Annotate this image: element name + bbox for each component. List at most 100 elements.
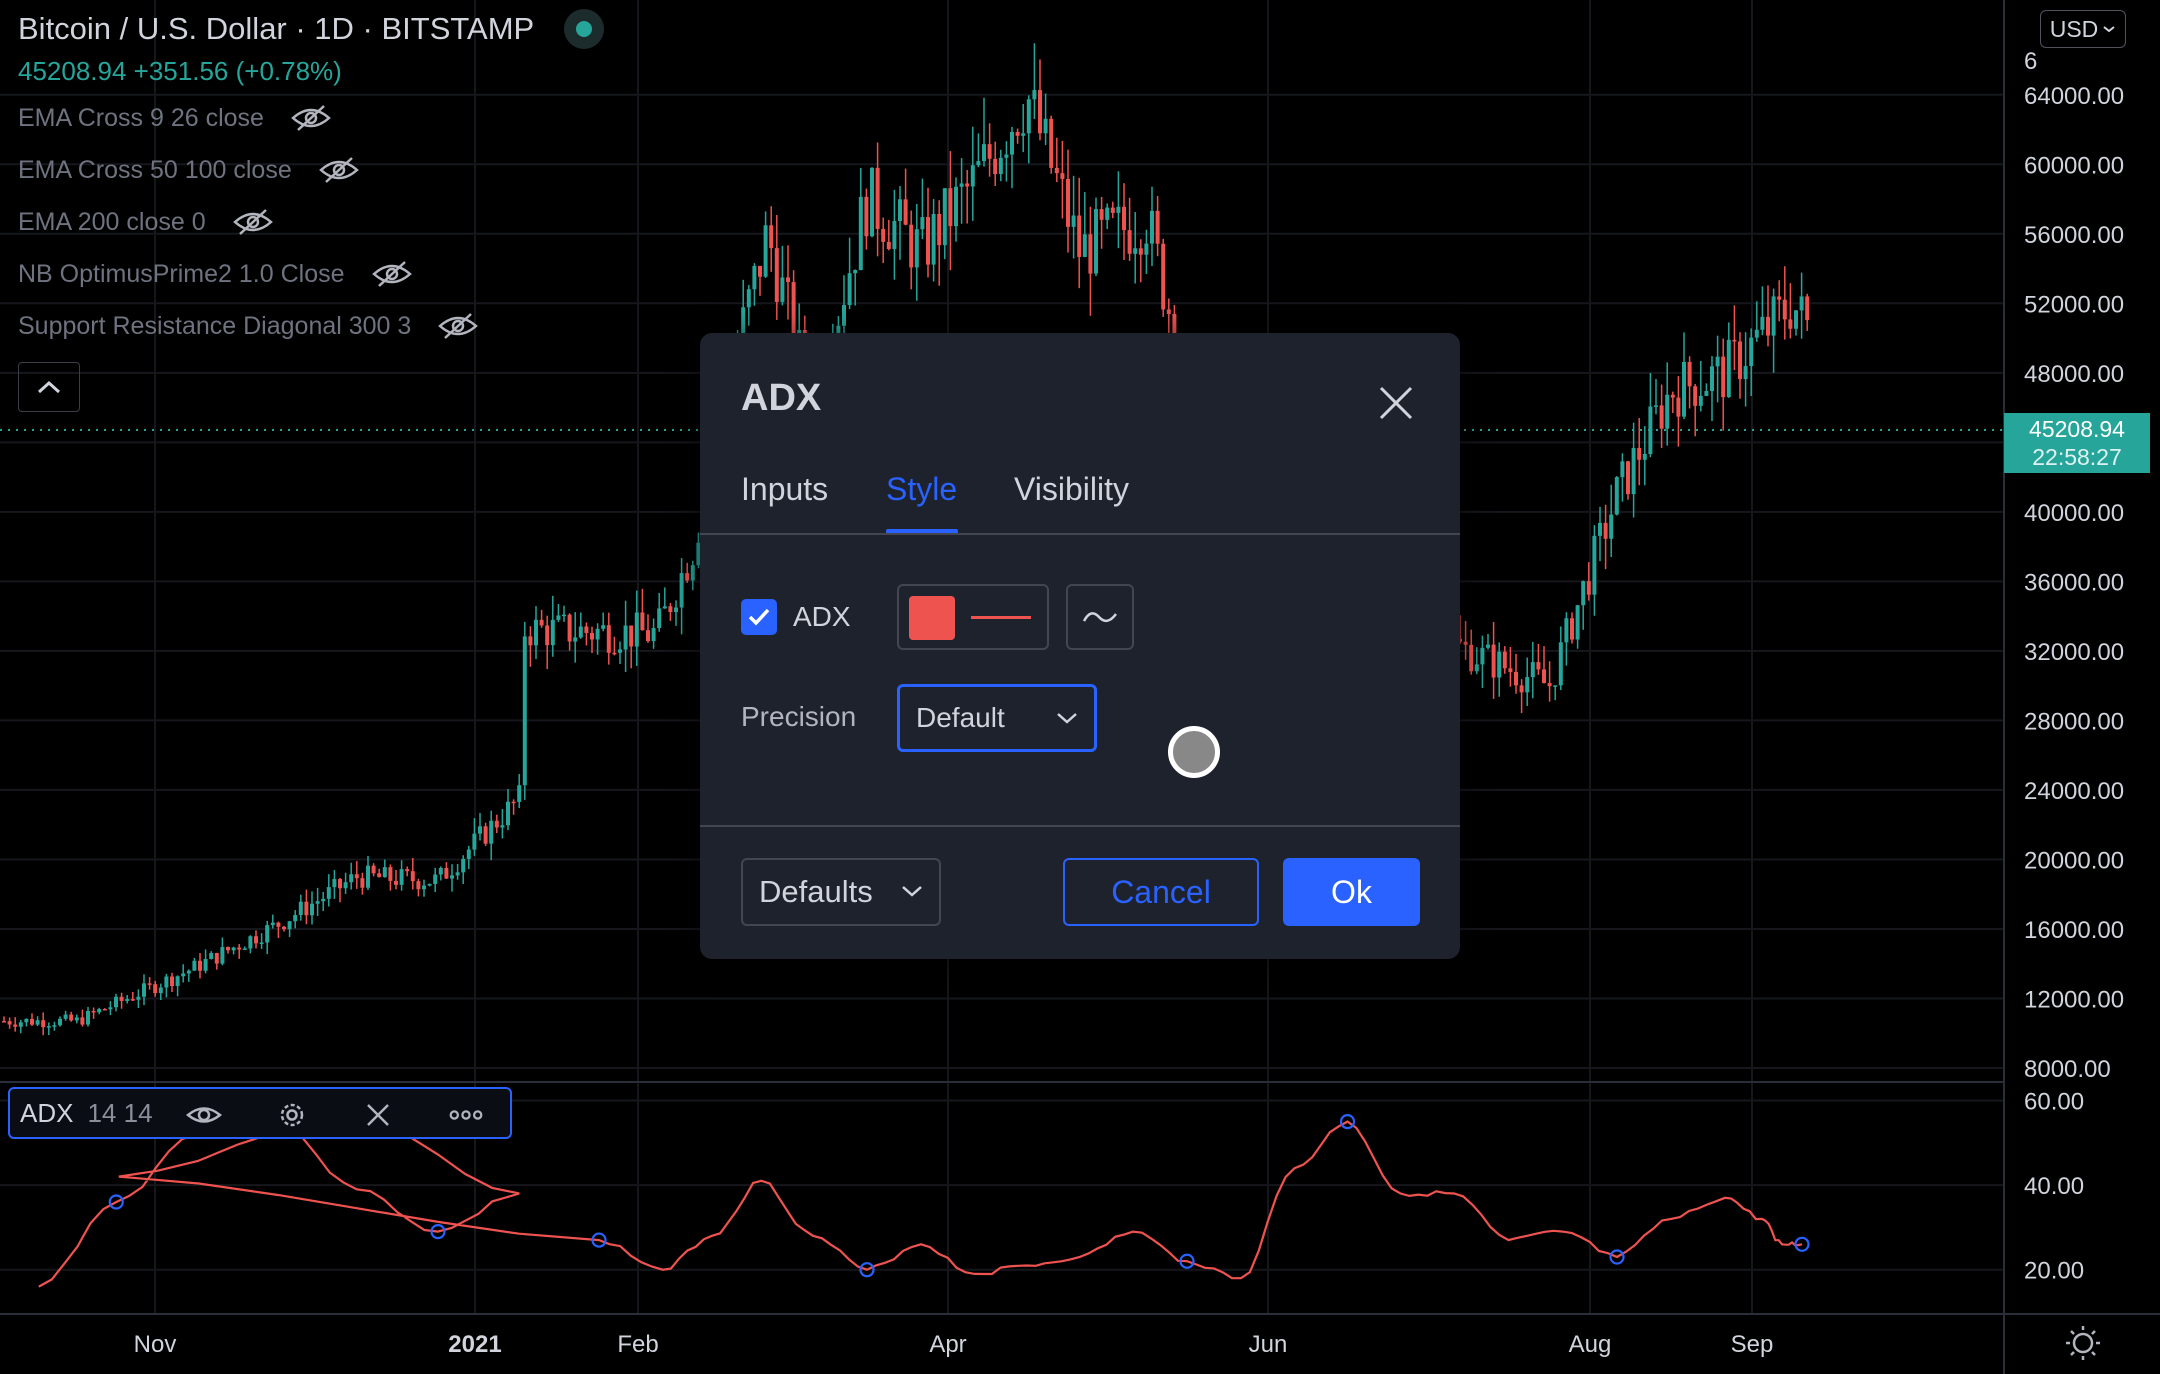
candle-body bbox=[18, 1022, 23, 1027]
candle-body bbox=[858, 196, 863, 270]
candle-body bbox=[298, 901, 303, 916]
last-price-label: 45208.94 22:58:27 bbox=[2004, 413, 2150, 473]
candle-body bbox=[511, 801, 516, 804]
candle-body bbox=[1782, 299, 1787, 320]
candle-body bbox=[690, 565, 695, 581]
candle-body bbox=[466, 849, 471, 859]
more-icon[interactable] bbox=[448, 1097, 484, 1133]
adx-pane-legend[interactable]: ADX 14 14 bbox=[8, 1087, 512, 1139]
collapse-legend-button[interactable] bbox=[18, 362, 80, 412]
indicator-label[interactable]: NB OptimusPrime2 1.0 Close bbox=[18, 259, 345, 288]
plot-color-picker[interactable] bbox=[897, 584, 1049, 650]
candle-body bbox=[416, 881, 421, 890]
price-axis-label: 64000.00 bbox=[2024, 83, 2124, 110]
tab-style[interactable]: Style bbox=[886, 471, 958, 507]
tab-inputs[interactable]: Inputs bbox=[741, 471, 829, 507]
adx-axis-label: 60.00 bbox=[2024, 1088, 2084, 1115]
candle-body bbox=[870, 167, 874, 237]
candle-body bbox=[349, 874, 354, 883]
indicator-row[interactable]: NB OptimusPrime2 1.0 Close bbox=[18, 248, 604, 300]
candle-body bbox=[1570, 618, 1574, 640]
candle-body bbox=[612, 652, 617, 655]
candle-body bbox=[1799, 296, 1804, 311]
candle-body bbox=[920, 217, 925, 230]
indicator-row[interactable]: EMA Cross 50 100 close bbox=[18, 144, 604, 196]
candle-body bbox=[1463, 641, 1468, 645]
symbol-title[interactable]: Bitcoin / U.S. Dollar · 1D · BITSTAMP bbox=[18, 11, 535, 46]
market-status-icon[interactable] bbox=[564, 9, 605, 49]
cancel-button[interactable]: Cancel bbox=[1063, 858, 1259, 926]
indicator-settings-dialog[interactable]: ADX Inputs Style Visibility ADX Precisio… bbox=[700, 333, 1460, 959]
eye-icon[interactable] bbox=[186, 1097, 222, 1133]
indicator-label[interactable]: Support Resistance Diagonal 300 3 bbox=[18, 311, 412, 340]
candle-body bbox=[601, 625, 606, 629]
tab-visibility[interactable]: Visibility bbox=[1014, 471, 1129, 507]
chevron-down-icon bbox=[2103, 26, 2115, 33]
tabs-divider bbox=[700, 533, 1460, 535]
candle-body bbox=[1088, 234, 1093, 274]
hidden-eye-icon[interactable] bbox=[232, 207, 274, 237]
time-axis-label: 2021 bbox=[448, 1331, 501, 1358]
adx-plot-checkbox[interactable] bbox=[741, 599, 777, 635]
candle-body bbox=[7, 1021, 12, 1025]
plot-style-picker[interactable] bbox=[1066, 584, 1134, 650]
settings-sun-icon[interactable] bbox=[2066, 1326, 2100, 1360]
gear-icon[interactable] bbox=[274, 1097, 310, 1133]
adx-marker bbox=[859, 1262, 875, 1278]
candle-body bbox=[338, 879, 342, 889]
candle-body bbox=[276, 922, 281, 927]
currency-select[interactable]: USD bbox=[2040, 10, 2126, 48]
candle-body bbox=[1766, 316, 1770, 336]
dialog-close-button[interactable] bbox=[1366, 373, 1426, 433]
defaults-select[interactable]: Defaults bbox=[741, 858, 941, 926]
candle-body bbox=[847, 273, 852, 306]
candle-body bbox=[494, 820, 499, 828]
indicator-label[interactable]: EMA Cross 9 26 close bbox=[18, 103, 264, 132]
symbol-title-row[interactable]: Bitcoin / U.S. Dollar · 1D · BITSTAMP bbox=[18, 8, 605, 50]
candle-body bbox=[119, 996, 124, 1001]
candle-body bbox=[231, 947, 236, 951]
indicator-row[interactable]: EMA Cross 9 26 close bbox=[18, 92, 604, 144]
candle-body bbox=[332, 879, 337, 888]
candle-body bbox=[1659, 405, 1664, 429]
hidden-eye-icon[interactable] bbox=[437, 311, 479, 341]
indicator-row[interactable]: Support Resistance Diagonal 300 3 bbox=[18, 300, 604, 352]
hidden-eye-icon[interactable] bbox=[318, 155, 360, 185]
chevron-up-icon bbox=[37, 380, 61, 394]
candle-body bbox=[1603, 522, 1608, 539]
candle-body bbox=[853, 269, 858, 274]
indicator-label[interactable]: EMA Cross 50 100 close bbox=[18, 155, 292, 184]
candle-body bbox=[254, 936, 258, 944]
indicator-label[interactable]: EMA 200 close 0 bbox=[18, 207, 206, 236]
candle-body bbox=[1094, 209, 1098, 274]
candle-body bbox=[1519, 685, 1524, 693]
hidden-eye-icon[interactable] bbox=[371, 259, 413, 289]
candle-body bbox=[1676, 397, 1681, 417]
candle-body bbox=[130, 999, 135, 1001]
candle-body bbox=[304, 901, 309, 916]
candle-body bbox=[74, 1017, 79, 1021]
adx-axis: 60.00 40.00 20.00 bbox=[2024, 1088, 2084, 1284]
candle-body bbox=[1021, 133, 1026, 136]
candle-body bbox=[1530, 662, 1535, 678]
candle-body bbox=[405, 869, 410, 872]
price-axis-label: 32000.00 bbox=[2024, 639, 2124, 666]
close-icon[interactable] bbox=[360, 1097, 396, 1133]
candle-body bbox=[595, 628, 600, 640]
candle-body bbox=[438, 867, 443, 875]
indicator-row[interactable]: EMA 200 close 0 bbox=[18, 196, 604, 248]
candle-body bbox=[685, 573, 690, 581]
candle-body bbox=[354, 874, 359, 879]
candle-body bbox=[1631, 447, 1636, 495]
candle-body bbox=[752, 265, 757, 290]
candle-body bbox=[1575, 605, 1580, 640]
candle-body bbox=[444, 867, 449, 879]
candle-body bbox=[455, 872, 460, 876]
ok-button[interactable]: Ok bbox=[1283, 858, 1420, 926]
candle-body bbox=[791, 282, 796, 351]
candle-body bbox=[987, 144, 992, 159]
adx-legend-name[interactable]: ADX bbox=[20, 1097, 74, 1128]
hidden-eye-icon[interactable] bbox=[290, 103, 332, 133]
precision-select[interactable]: Default bbox=[897, 684, 1097, 752]
